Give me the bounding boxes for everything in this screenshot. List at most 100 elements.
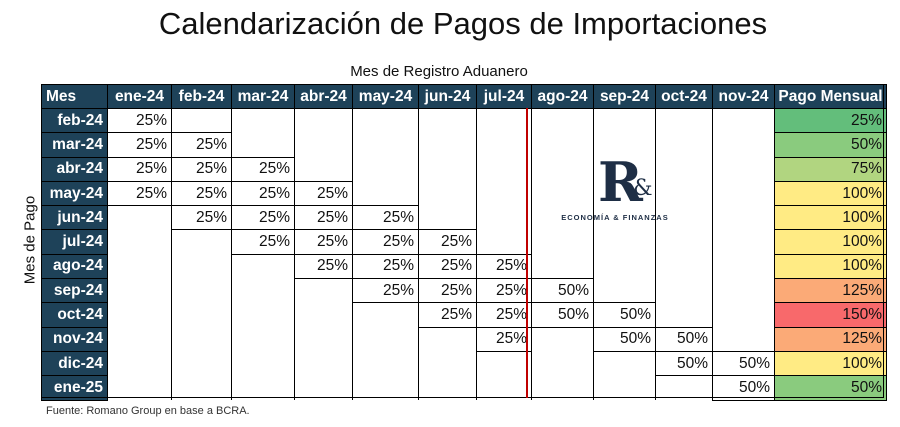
empty-cell [418, 327, 477, 352]
monthly-payment-cell: 150% [774, 302, 887, 328]
empty-cell [294, 108, 353, 133]
payment-cell: 25% [352, 229, 419, 255]
empty-cell [294, 278, 353, 303]
empty-cell [712, 327, 775, 352]
empty-cell [418, 132, 477, 158]
empty-cell [712, 108, 775, 133]
empty-cell [294, 327, 353, 352]
monthly-payment-cell: 125% [774, 278, 887, 304]
corner-header: Mes [41, 84, 108, 109]
payment-schedule-table: Mes ene-24 feb-24 mar-24 abr-24 may-24 j… [41, 84, 887, 401]
empty-cell [712, 278, 775, 303]
empty-cell [593, 132, 656, 158]
empty-cell [655, 157, 713, 182]
empty-cell [712, 205, 775, 230]
payment-cell: 25% [171, 180, 232, 207]
monthly-payment-cell: 100% [774, 350, 887, 377]
table-row: abr-24 25% 25% 25% 75% [41, 156, 887, 182]
payment-cell: 25% [107, 107, 172, 134]
empty-cell [294, 132, 353, 158]
payment-cell: 50% [712, 375, 775, 401]
empty-cell [593, 181, 656, 206]
payment-cell: 25% [294, 229, 353, 255]
payment-cell: 50% [655, 326, 713, 352]
column-header: may-24 [352, 84, 419, 109]
payment-cell: 25% [476, 253, 532, 280]
empty-cell [294, 157, 353, 182]
table-row: dic-24 50% 50% 100% [41, 350, 887, 377]
empty-cell [107, 205, 172, 230]
column-header: mar-24 [231, 84, 295, 109]
row-header: jul-24 [41, 229, 108, 255]
logo-ampersand: & [633, 176, 653, 201]
column-header: abr-24 [294, 84, 353, 109]
empty-cell [231, 254, 295, 279]
row-header: abr-24 [41, 156, 108, 182]
payment-cell: 50% [655, 350, 713, 377]
payment-cell: 25% [231, 156, 295, 182]
column-header: feb-24 [171, 84, 232, 109]
empty-cell [352, 351, 419, 376]
row-header: jun-24 [41, 205, 108, 231]
column-header: jun-24 [418, 84, 477, 109]
table-row: sep-24 25% 25% 25% 50% 125% [41, 278, 887, 304]
payment-cell: 25% [231, 205, 295, 231]
empty-cell [231, 132, 295, 158]
empty-cell [107, 351, 172, 376]
column-header: oct-24 [655, 84, 713, 109]
payment-cell: 25% [107, 180, 172, 207]
empty-cell [655, 108, 713, 133]
empty-cell [712, 181, 775, 206]
empty-cell [418, 108, 477, 133]
empty-cell [712, 302, 775, 328]
empty-cell [294, 302, 353, 328]
monthly-payment-cell: 50% [774, 375, 887, 401]
payment-cell: 25% [171, 205, 232, 231]
empty-cell [231, 278, 295, 303]
empty-cell [593, 229, 656, 255]
empty-cell [655, 278, 713, 303]
monthly-payment-cell: 100% [774, 180, 887, 207]
empty-cell [531, 181, 594, 206]
empty-cell [476, 205, 532, 230]
empty-cell [418, 205, 477, 231]
payment-cell: 25% [418, 253, 477, 280]
empty-cell [171, 229, 232, 255]
empty-cell [593, 278, 656, 304]
empty-cell [231, 327, 295, 352]
empty-cell [593, 205, 656, 230]
empty-cell [531, 254, 594, 280]
empty-cell [352, 302, 419, 328]
monthly-payment-cell: 100% [774, 229, 887, 255]
empty-cell [476, 108, 532, 133]
row-header: may-24 [41, 180, 108, 207]
empty-cell [107, 375, 172, 401]
column-header: ago-24 [531, 84, 594, 109]
empty-cell [171, 351, 232, 376]
empty-cell [655, 254, 713, 279]
registration-divider-line [526, 108, 528, 398]
empty-cell [531, 351, 594, 376]
empty-cell [352, 157, 419, 182]
payment-cell: 25% [107, 156, 172, 182]
empty-cell [655, 302, 713, 328]
empty-cell [352, 375, 419, 401]
row-header: feb-24 [41, 107, 108, 134]
payment-cell: 25% [231, 229, 295, 255]
empty-cell [171, 108, 232, 134]
payment-cell: 25% [352, 278, 419, 304]
empty-cell [352, 132, 419, 158]
x-axis-label: Mes de Registro Aduanero [350, 63, 528, 80]
table-row: oct-24 25% 25% 50% 50% 150% [41, 302, 887, 328]
payment-cell: 25% [107, 132, 172, 158]
payment-cell: 25% [476, 302, 532, 328]
empty-cell [231, 375, 295, 401]
empty-cell [231, 351, 295, 376]
empty-cell [476, 132, 532, 158]
payment-cell: 50% [593, 326, 656, 352]
empty-cell [352, 327, 419, 352]
empty-cell [107, 302, 172, 328]
chart-title: Calendarización de Pagos de Importacione… [158, 6, 768, 41]
empty-cell [418, 351, 477, 376]
row-header: nov-24 [41, 326, 108, 352]
